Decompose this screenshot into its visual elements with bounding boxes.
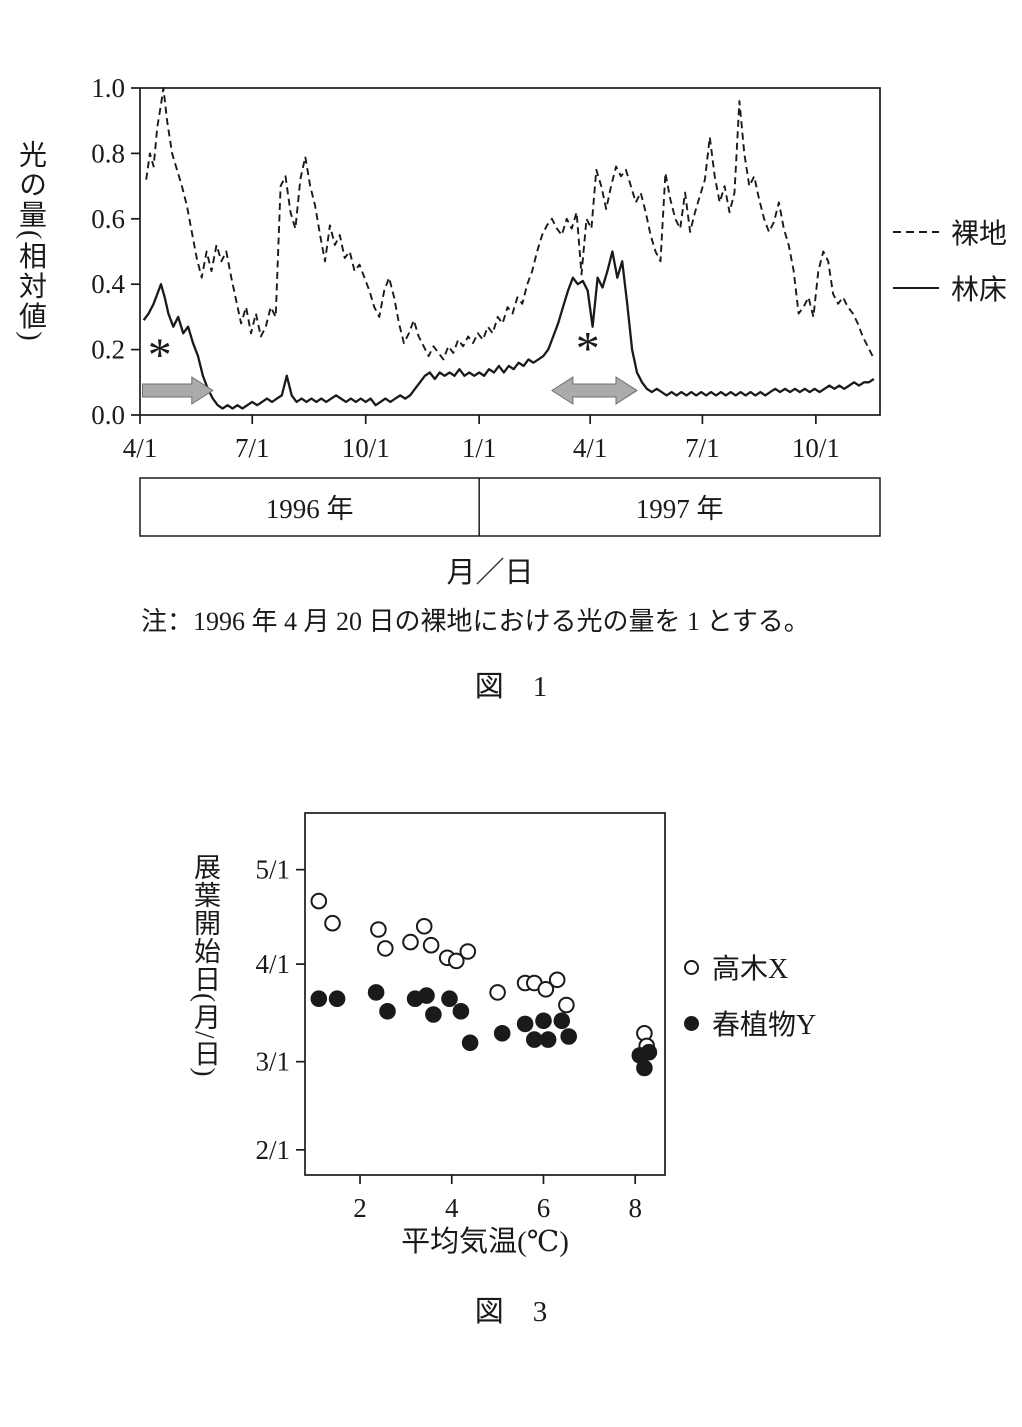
fig3-plot-box	[304, 812, 666, 1176]
fig1-x-axis-label: 月／日	[446, 557, 534, 589]
spring-plant-y-point	[640, 1043, 658, 1061]
fig1-legend: 裸地 林床	[893, 212, 1007, 324]
tree-x-point	[459, 943, 477, 960]
fig3-y-axis-label: 展葉開始日(月/日)	[190, 853, 220, 1078]
fig3-caption: 図 3	[474, 1296, 548, 1328]
fig3-x-tick-label: 2	[353, 1193, 367, 1223]
spring-plant-y-point	[493, 1025, 511, 1042]
spring-plant-y-point	[425, 1006, 442, 1023]
spring-plant-y-point	[367, 984, 385, 1001]
spring-plant-y-point	[560, 1028, 578, 1045]
fig1-y-tick-label: 0.6	[91, 204, 125, 234]
fig3-x-tick-label: 6	[537, 1193, 551, 1223]
fig1-note: 注：1996 年 4 月 20 日の裸地における光の量を 1 とする。	[141, 607, 810, 636]
spring-plant-y-point	[539, 1031, 557, 1048]
tree-x-point	[448, 952, 465, 970]
fig1-y-axis-label: 光の量(相対値)	[15, 140, 46, 343]
fig1-x-tick-label: 10/1	[342, 433, 390, 463]
dashed-line-icon	[893, 230, 939, 234]
spring-plant-y-point	[452, 1003, 470, 1020]
fig3-y-tick-label: 3/1	[255, 1047, 290, 1077]
gray-arrow-1	[142, 376, 214, 405]
spring-plant-y-point	[310, 990, 328, 1008]
tree-x-point	[537, 981, 555, 998]
year-band-box	[139, 477, 881, 537]
fig1-plot-box	[139, 87, 881, 416]
fig1-legend-item-forest-floor: 林床	[893, 268, 1007, 308]
fig1-y-tick-label: 0.4	[91, 269, 125, 299]
spring-plant-y-point	[418, 987, 435, 1004]
tree-x-point	[415, 918, 433, 935]
tree-x-point	[377, 940, 394, 957]
bare-ground-line	[145, 87, 874, 361]
fig1-legend-label-bare-ground: 裸地	[951, 219, 1008, 250]
asterisk-1: *	[148, 329, 172, 382]
fig3-y-tick-label: 4/1	[255, 949, 290, 979]
open-circle-icon	[684, 959, 699, 975]
fig1-legend-item-bare-ground: 裸地	[893, 212, 1007, 252]
spring-plant-y-point	[636, 1059, 653, 1077]
spring-plant-y-point	[461, 1034, 479, 1052]
fig1-y-tick-label: 0.8	[91, 138, 125, 168]
fig1-x-tick-label: 7/1	[235, 433, 270, 463]
fig1-caption: 図 1	[474, 671, 548, 703]
asterisk-2: *	[576, 322, 600, 375]
fig1-x-tick-label: 10/1	[792, 433, 840, 463]
fig3-y-tick-label: 5/1	[255, 855, 290, 885]
solid-line-icon	[893, 286, 939, 290]
tree-x-point	[324, 914, 341, 932]
fig1-x-tick-label: 4/1	[573, 433, 608, 463]
tree-x-point	[548, 971, 566, 989]
fig1-legend-label-forest-floor: 林床	[951, 275, 1008, 306]
fig3-x-tick-label: 4	[445, 1193, 459, 1223]
fig1-x-tick-label: 1/1	[462, 433, 497, 463]
fig3-legend-item-spring-plant-y: 春植物Y	[684, 1003, 816, 1043]
tree-x-point	[310, 892, 328, 910]
tree-x-point	[558, 996, 575, 1014]
tree-x-point	[370, 921, 387, 938]
fig3-legend-label-spring-plant-y: 春植物Y	[712, 1010, 817, 1041]
fig1-x-tick-label: 4/1	[123, 433, 158, 463]
spring-plant-y-point	[379, 1003, 396, 1020]
gray-arrow-2	[550, 376, 638, 405]
tree-x-point	[402, 933, 419, 951]
tree-x-point	[422, 936, 440, 954]
spring-plant-y-point	[441, 990, 458, 1008]
fig1-x-tick-label: 7/1	[685, 433, 720, 463]
filled-circle-icon	[684, 1015, 699, 1031]
fig1-y-tick-label: 1.0	[91, 73, 125, 103]
fig3-legend-item-tree-x: 高木X	[684, 947, 816, 987]
tree-x-point	[489, 984, 506, 1001]
fig1-y-tick-label: 0.0	[91, 400, 125, 430]
spring-plant-y-point	[526, 1031, 543, 1048]
year-band-label: 1996 年	[266, 494, 354, 524]
fig3-legend: 高木X 春植物Y	[684, 947, 816, 1059]
spring-plant-y-point	[553, 1012, 571, 1030]
fig1-y-tick-label: 0.2	[91, 335, 125, 365]
spring-plant-y-point	[328, 990, 346, 1008]
forest-floor-line	[142, 250, 875, 410]
fig3-x-tick-label: 8	[628, 1193, 642, 1223]
fig3-legend-label-tree-x: 高木X	[712, 954, 789, 985]
fig3-y-tick-label: 2/1	[255, 1135, 290, 1165]
fig3-x-axis-label: 平均気温(℃)	[401, 1226, 569, 1258]
spring-plant-y-point	[516, 1015, 534, 1033]
year-band-label: 1997 年	[636, 494, 724, 524]
spring-plant-y-point	[535, 1012, 552, 1030]
